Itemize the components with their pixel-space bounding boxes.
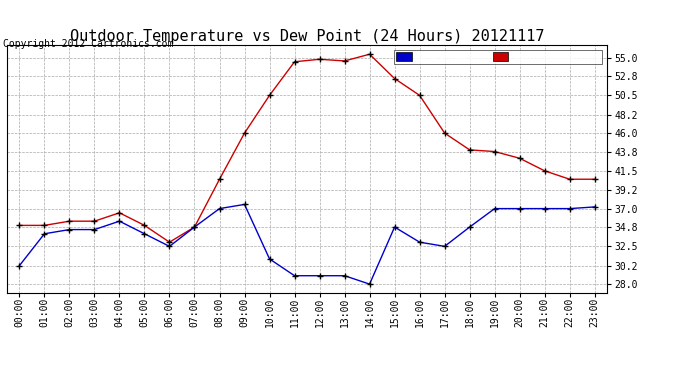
Title: Outdoor Temperature vs Dew Point (24 Hours) 20121117: Outdoor Temperature vs Dew Point (24 Hou… [70, 29, 544, 44]
Legend: Dew Point (°F), Temperature (°F): Dew Point (°F), Temperature (°F) [394, 50, 602, 64]
Text: Copyright 2012 Cartronics.com: Copyright 2012 Cartronics.com [3, 39, 174, 50]
